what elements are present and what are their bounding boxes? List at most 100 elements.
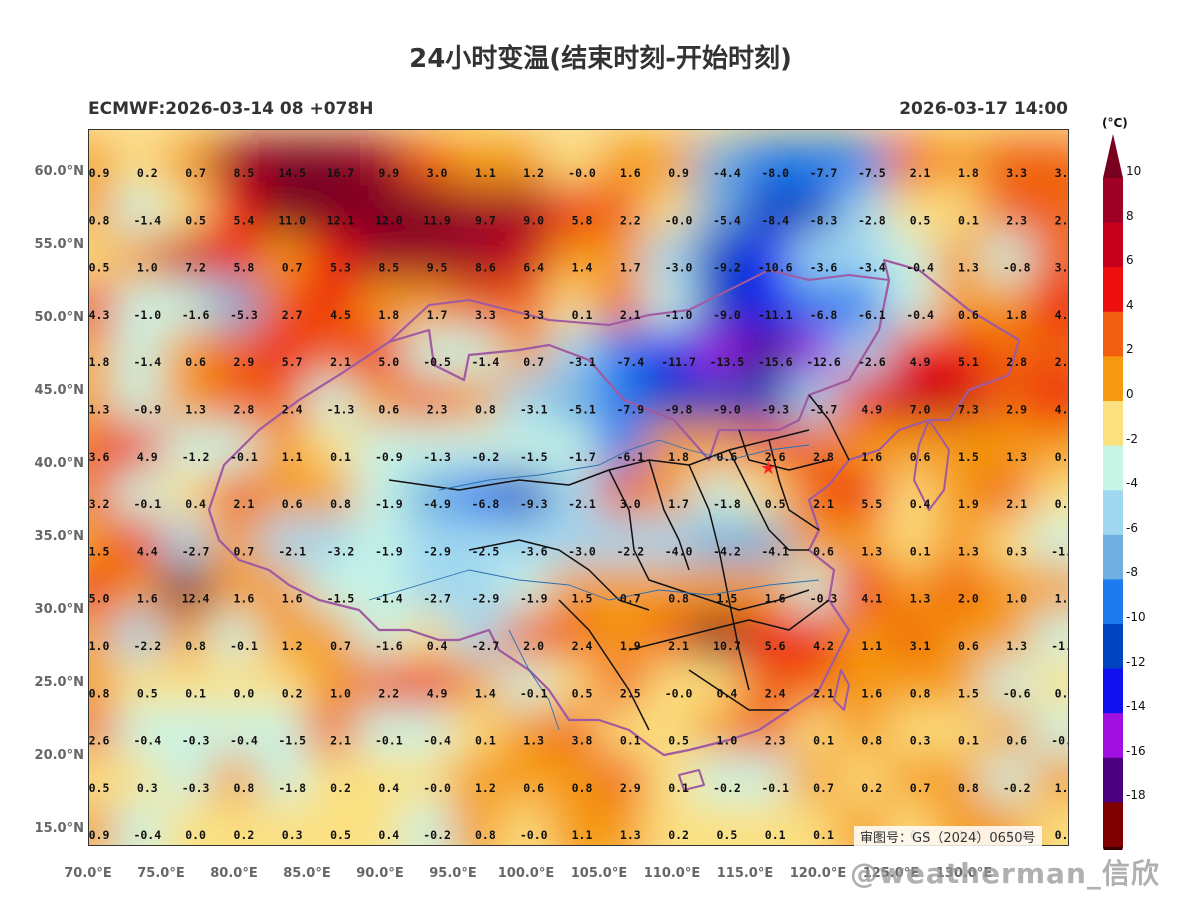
grid-value-label: 11.0 (278, 213, 306, 227)
grid-value-label: -0.0 (665, 213, 693, 227)
lon-tick-75: 75.0°E (137, 866, 185, 881)
grid-value-label: -0.3 (810, 592, 838, 606)
grid-value-label: 0.3 (137, 781, 158, 795)
grid-value-label: 2.1 (620, 308, 641, 322)
grid-value-label: 0.1 (958, 213, 979, 227)
grid-value-label: 1.8 (1006, 308, 1027, 322)
grid-value-label: 5.0 (89, 592, 109, 606)
grid-value-label: 1.3 (185, 403, 206, 417)
model-run-label: ECMWF:2026-03-14 08 +078H (88, 99, 374, 119)
lat-tick-35: 35.0°N (34, 529, 84, 544)
grid-value-label: 1.6 (765, 592, 786, 606)
grid-value-label: 0.7 (282, 261, 303, 275)
grid-value-label: 5.1 (958, 355, 979, 369)
grid-value-label: -0.4 (133, 828, 161, 842)
grid-value-label: 1.5 (89, 544, 109, 558)
colorbar-segment (1103, 534, 1123, 580)
grid-value-label: -1.2 (182, 450, 210, 464)
grid-value-label: 0.3 (1006, 544, 1027, 558)
grid-value-label: 1.3 (1006, 450, 1027, 464)
grid-value-label: 1.5 (958, 450, 979, 464)
grid-value-label: -1.6 (182, 308, 210, 322)
grid-value-label: 2.1 (330, 734, 351, 748)
lon-tick-70: 70.0°E (64, 866, 112, 881)
grid-value-label: 0.2 (282, 686, 303, 700)
lat-tick-15: 15.0°N (34, 821, 84, 836)
lon-tick-105: 105.0°E (570, 866, 628, 881)
grid-value-label: 0.7 (185, 166, 206, 180)
grid-value-label: 1.2 (523, 166, 544, 180)
grid-value-label: -0.3 (182, 734, 210, 748)
grid-value-label: 2.0 (523, 639, 544, 653)
grid-value-label: -9.8 (665, 403, 693, 417)
grid-value-label: -2.7 (472, 639, 500, 653)
grid-value-label: 12.1 (327, 213, 355, 227)
grid-value-label: 11.9 (423, 213, 451, 227)
grid-value-label: 4.4 (137, 544, 158, 558)
lat-tick-25: 25.0°N (34, 675, 84, 690)
grid-value-label: 1.3 (89, 403, 109, 417)
grid-value-label: -0.1 (133, 497, 161, 511)
lat-tick-20: 20.0°N (34, 748, 84, 763)
grid-value-label: 1.7 (427, 308, 448, 322)
colorbar-segment (1103, 490, 1123, 536)
grid-value-label: 4.9 (861, 403, 882, 417)
colorbar-unit: (°C) (1102, 116, 1128, 130)
grid-value-label: 0.5 (89, 261, 109, 275)
colorbar-segment (1103, 178, 1123, 224)
grid-value-label: -1.8 (278, 781, 306, 795)
grid-value-label: 7.2 (185, 261, 206, 275)
grid-value-label: -0.1 (761, 781, 789, 795)
grid-value-label: 4.5 (330, 308, 351, 322)
grid-value-label: -2.6 (858, 355, 886, 369)
grid-value-label: 0.5 (572, 686, 593, 700)
grid-value-label: -9.2 (713, 261, 741, 275)
grid-value-label: 0.1 (765, 828, 786, 842)
grid-value-label: -1.4 (472, 355, 500, 369)
value-labels: 0.9 0.2 0.7 8.5 14.5 16.7 9.9 3.0 1.1 1.2 -0.0 1.6 0… (89, 166, 1068, 842)
colorbar-label-4: 4 (1126, 298, 1134, 312)
grid-value-label: 2.9 (620, 781, 641, 795)
grid-value-label: -6.1 (858, 308, 886, 322)
grid-value-label: -0.4 (230, 734, 258, 748)
grid-value-label: -1.4 (375, 592, 403, 606)
grid-value-label: 0.1 (813, 828, 834, 842)
lat-tick-45: 45.0°N (34, 383, 84, 398)
grid-value-label: 0.5 (89, 781, 109, 795)
grid-value-label: 0.9 (668, 166, 689, 180)
grid-value-label: 9.0 (523, 213, 544, 227)
grid-value-label: 3.0 (427, 166, 448, 180)
grid-value-label: 5.8 (572, 213, 593, 227)
grid-value-label: -0.4 (906, 308, 934, 322)
grid-value-label: 0.8 (234, 781, 255, 795)
grid-value-label: 0.8 (572, 781, 593, 795)
country-borders (207, 258, 1021, 791)
grid-value-label: 12.0 (375, 213, 403, 227)
grid-value-label: -1.3 (423, 450, 451, 464)
grid-value-label: -1.0 (665, 308, 693, 322)
grid-value-label: -1.4 (133, 213, 161, 227)
grid-value-label: -4.0 (665, 544, 693, 558)
grid-value-label: 0.7 (910, 781, 931, 795)
colorbar-segment (1103, 222, 1123, 268)
grid-value-label: 0.1 (910, 544, 931, 558)
grid-value-label: 1.3 (620, 828, 641, 842)
grid-value-label: 1.7 (620, 261, 641, 275)
grid-value-label: 5.3 (330, 261, 351, 275)
grid-value-label: 2.5 (620, 686, 641, 700)
grid-value-label: -1.4 (133, 355, 161, 369)
grid-value-label: -0.3 (182, 781, 210, 795)
grid-value-label: 0.0 (185, 828, 206, 842)
grid-value-label: 10.7 (713, 639, 741, 653)
grid-value-label: 7.3 (958, 403, 979, 417)
lat-tick-60: 60.0°N (34, 164, 84, 179)
grid-value-label: -2.1 (568, 497, 596, 511)
temperature-change-map[interactable]: ★ 0.9 0.2 0.7 8.5 14.5 16.7 9.9 3.0 1.1 1.2 -0.0 1.… (88, 129, 1069, 846)
grid-value-label: 2.6 (89, 734, 109, 748)
grid-value-label: 9.9 (378, 166, 399, 180)
grid-value-label: 2.1 (1006, 497, 1027, 511)
lon-tick-125: 125.0°E (862, 866, 920, 881)
grid-value-label: -3.1 (568, 355, 596, 369)
grid-value-label: 2.8 (234, 403, 255, 417)
grid-value-label: -3.1 (520, 403, 548, 417)
